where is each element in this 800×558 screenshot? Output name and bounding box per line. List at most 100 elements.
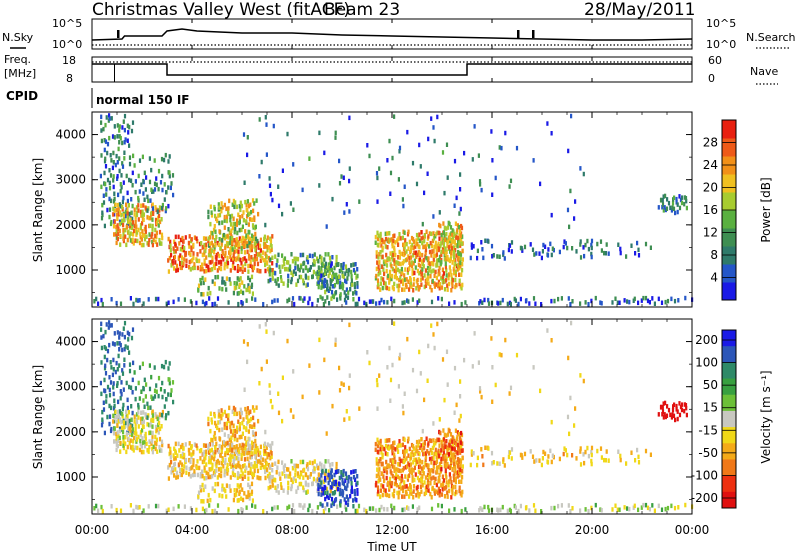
velocity-cell: [129, 503, 132, 508]
velocity-cell: [384, 451, 387, 456]
power-cell: [220, 241, 223, 246]
power-cell: [104, 181, 107, 187]
power-cell: [379, 235, 382, 241]
velocity-cell: [118, 435, 121, 441]
velocity-cell: [117, 438, 120, 443]
power-cell: [112, 184, 115, 190]
velocity-cell: [432, 475, 435, 480]
velocity-cell: [590, 452, 593, 458]
power-cell: [117, 192, 120, 198]
velocity-cell: [331, 403, 334, 409]
power-cell: [386, 245, 389, 250]
velocity-cell: [213, 413, 216, 419]
power-cell: [626, 299, 629, 304]
velocity-cell: [183, 452, 186, 458]
power-cell: [513, 296, 516, 302]
velocity-cell: [163, 404, 166, 409]
power-cell: [200, 292, 203, 297]
power-cell: [385, 285, 389, 291]
power-cell: [521, 248, 524, 253]
power-cell: [532, 158, 535, 163]
velocity-cell: [412, 452, 415, 457]
velocity-cell: [116, 341, 119, 346]
velocity-cell: [350, 476, 353, 482]
velocity-cell: [438, 429, 441, 435]
power-cell: [348, 166, 351, 171]
velocity-cell: [375, 378, 379, 383]
velocity-cell: [305, 490, 308, 495]
velocity-cell: [407, 436, 410, 442]
velocity-cell: [390, 471, 393, 476]
power-cell: [636, 240, 639, 246]
velocity-cell: [198, 465, 201, 471]
power-cell: [119, 221, 122, 227]
velocity-cell: [458, 488, 461, 494]
power-cell: [218, 265, 221, 271]
power-cell: [433, 273, 436, 278]
velocity-cell: [218, 460, 221, 466]
power-cell: [424, 247, 428, 253]
power-cell: [106, 207, 109, 213]
power-cell: [273, 298, 276, 303]
power-cell: [386, 256, 389, 261]
power-cell: [240, 249, 243, 254]
power-cell: [406, 232, 410, 237]
velocity-cell: [196, 446, 199, 451]
power-cell: [420, 259, 423, 264]
velocity-cell: [160, 412, 164, 418]
velocity-cell: [416, 449, 419, 454]
velocity-cell: [179, 467, 182, 473]
power-cell: [440, 296, 443, 302]
power-cell: [404, 251, 407, 256]
velocity-cell: [179, 472, 182, 478]
power-cell: [330, 296, 333, 301]
power-cell: [131, 237, 134, 243]
power-cell: [382, 280, 386, 286]
velocity-cell: [427, 441, 430, 446]
velocity-cell: [328, 462, 332, 468]
velocity-cell: [404, 445, 407, 450]
power-cell: [104, 164, 108, 169]
power-cell: [317, 275, 320, 281]
velocity-cell: [442, 428, 445, 433]
velocity-cell: [251, 443, 254, 448]
power-cell: [396, 267, 400, 273]
power-cell: [660, 300, 664, 305]
power-cell: [225, 287, 228, 292]
power-cell: [138, 240, 142, 246]
velocity-cell: [439, 451, 442, 456]
velocity-cell: [277, 459, 280, 465]
velocity-cell: [331, 491, 334, 496]
power-cell: [235, 281, 239, 286]
velocity-cell: [570, 320, 573, 326]
power-cell: [123, 218, 126, 223]
velocity-cell: [116, 367, 119, 372]
power-cell: [161, 235, 164, 241]
velocity-cell: [327, 480, 330, 486]
velocity-cell: [394, 447, 397, 452]
power-cell: [228, 277, 231, 282]
velocity-cell: [281, 418, 284, 424]
velocity-cell: [342, 490, 345, 495]
velocity-cell: [302, 475, 305, 480]
power-cell: [231, 225, 234, 231]
velocity-cell: [378, 458, 381, 464]
power-cell: [178, 241, 181, 246]
power-cell: [221, 286, 224, 292]
power-cell: [245, 233, 248, 238]
power-cell: [200, 241, 203, 246]
velocity-cell: [340, 491, 343, 496]
velocity-cell: [233, 463, 236, 469]
power-cell: [233, 256, 236, 262]
velocity-cell: [173, 473, 176, 478]
power-cell: [308, 267, 311, 272]
power-cell: [496, 254, 499, 259]
power-cell: [590, 242, 593, 248]
power-cell: [338, 158, 341, 164]
velocity-cell: [491, 365, 494, 370]
power-cell: [445, 278, 448, 283]
power-cell: [409, 255, 413, 260]
power-colorbar-segment: [722, 264, 736, 283]
power-cell: [269, 191, 272, 197]
power-cell: [229, 222, 233, 227]
